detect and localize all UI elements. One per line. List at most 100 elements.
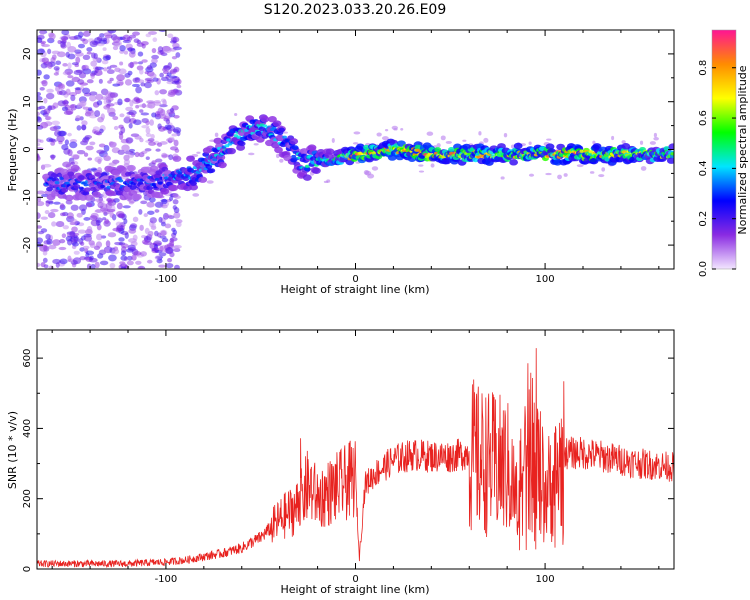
heat-cell [601, 167, 606, 172]
spectrogram-y-axis-label: Frequency (Hz) [6, 109, 19, 192]
heat-cell [206, 180, 214, 184]
heat-cell [103, 98, 109, 105]
heat-cell [120, 255, 128, 261]
heat-cell [227, 147, 236, 155]
heat-cell [275, 134, 285, 142]
heat-cell [248, 152, 255, 156]
heat-cell [87, 109, 95, 116]
heat-cell [138, 152, 145, 158]
heat-cell [353, 131, 361, 135]
heat-cell [61, 144, 69, 151]
heat-cell [154, 90, 160, 96]
heat-cell [62, 71, 72, 76]
heat-cell [105, 240, 111, 248]
heat-cell [53, 125, 58, 132]
heat-cell [146, 79, 154, 83]
heat-cell [120, 250, 127, 257]
heat-cell [86, 47, 93, 52]
heat-cell [129, 100, 134, 107]
heat-cell [107, 80, 112, 84]
heat-cell [96, 149, 105, 154]
heat-cell [89, 215, 98, 221]
heat-cell [76, 125, 82, 131]
heat-cell [272, 120, 282, 127]
heat-cell [147, 210, 155, 215]
y-tick-label: -10 [22, 189, 33, 205]
heat-cell [545, 172, 552, 176]
heat-cell [136, 79, 145, 84]
spectrogram-x-axis-label: Height of straight line (km) [280, 283, 429, 296]
heat-cell [109, 64, 118, 68]
heat-cell [151, 247, 157, 252]
heat-cell [291, 154, 297, 159]
heat-cell [93, 130, 101, 135]
heat-cell [37, 116, 42, 123]
heat-cell [149, 165, 159, 172]
colorbar: 0.0 0.2 0.4 0.6 0.8 Normalized spectral ampl… [698, 29, 749, 277]
heat-cell [128, 228, 137, 234]
heat-cell [92, 126, 100, 132]
heat-cell [119, 45, 126, 52]
heat-cell [640, 166, 647, 171]
heat-cell [161, 198, 168, 205]
heat-cell [415, 148, 421, 152]
heat-cell [104, 248, 110, 253]
heat-cell [426, 131, 434, 136]
heat-cell [70, 154, 80, 158]
heat-cell [67, 62, 72, 69]
heat-cell [157, 50, 165, 55]
heat-cell [112, 45, 119, 51]
heat-cell [161, 154, 171, 158]
heat-cell [107, 232, 117, 238]
heat-cell [134, 173, 144, 181]
heat-cell [88, 257, 98, 263]
heat-cell [167, 257, 173, 263]
heat-cell [78, 204, 88, 212]
heat-cell [86, 51, 92, 55]
heat-cell [83, 136, 90, 141]
heat-cell [164, 223, 172, 229]
heat-cell [449, 151, 454, 156]
heat-cell [129, 223, 138, 229]
heat-cell [122, 40, 131, 44]
heat-cell [74, 49, 82, 54]
heat-cell [128, 34, 137, 39]
x-tick-label: 0 [352, 274, 358, 285]
heat-cell [42, 163, 52, 168]
heat-cell [37, 154, 40, 161]
heat-cell [172, 193, 179, 198]
heat-cell [132, 31, 140, 36]
heat-cell [163, 65, 169, 69]
heat-cell [101, 96, 107, 100]
y-tick-label: -20 [22, 237, 33, 253]
heat-cell [57, 130, 66, 137]
heat-cell [146, 201, 155, 208]
heat-cell [44, 210, 50, 215]
heat-cell [95, 217, 103, 223]
heat-cell [509, 159, 519, 166]
heat-cell [151, 112, 157, 118]
heat-cell [134, 151, 140, 158]
heat-cell [278, 127, 285, 133]
heat-cell [167, 33, 174, 39]
heat-cell [65, 88, 71, 96]
heat-cell [205, 164, 213, 169]
heat-cell [103, 105, 110, 110]
heat-cell [158, 264, 166, 268]
heat-cell [160, 98, 167, 103]
heat-cell [127, 244, 136, 251]
heat-cell [37, 237, 44, 244]
heat-cell [598, 174, 605, 178]
heat-cell [50, 139, 57, 143]
heat-cell [177, 171, 183, 175]
y-tick-label: 0 [22, 146, 33, 152]
heat-cell [145, 127, 151, 134]
heat-cell [140, 112, 150, 116]
heat-cell [113, 125, 119, 131]
heat-cell [52, 239, 61, 246]
heat-cell [77, 175, 85, 180]
x-tick-label: 100 [536, 274, 555, 285]
heat-cell [262, 124, 268, 128]
colorbar-label: Normalized spectral amplitude [736, 65, 749, 234]
heat-cell [55, 221, 65, 228]
